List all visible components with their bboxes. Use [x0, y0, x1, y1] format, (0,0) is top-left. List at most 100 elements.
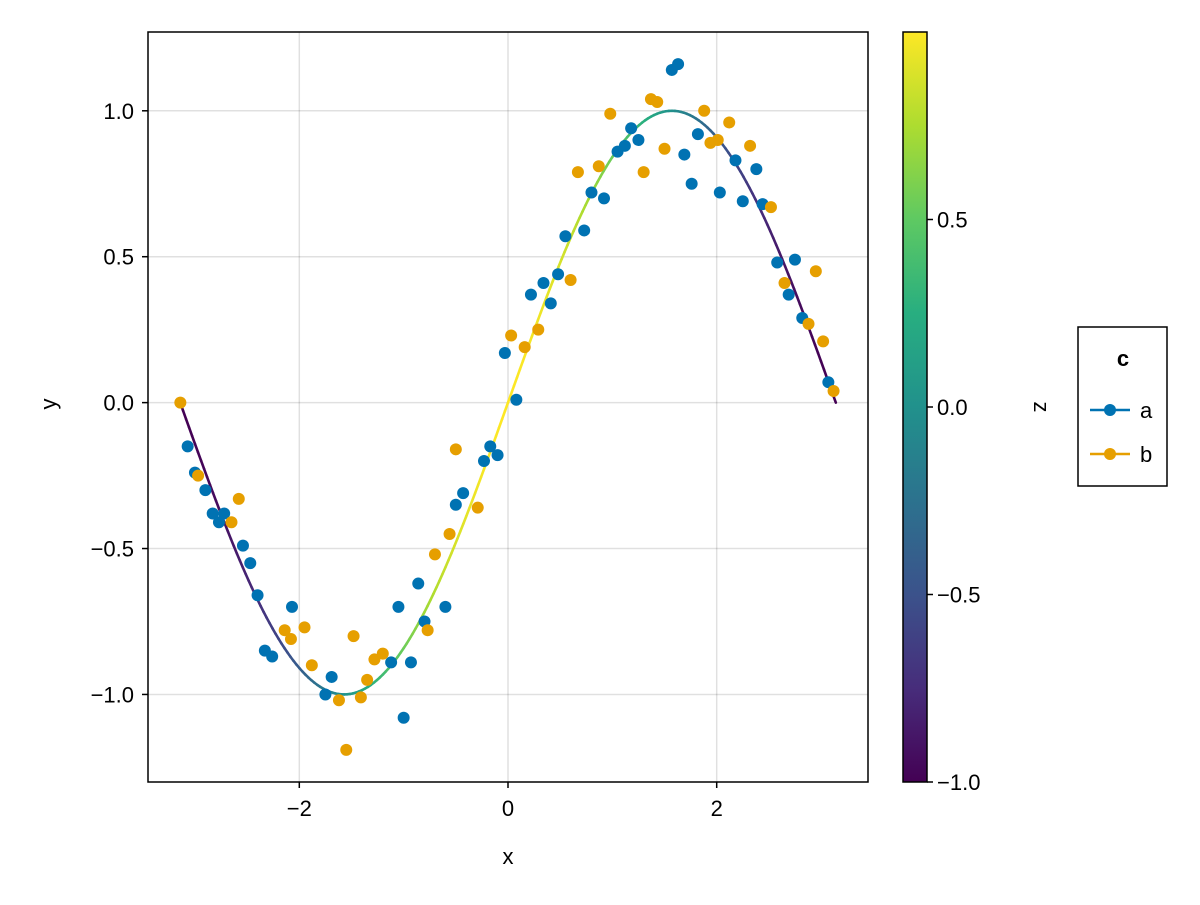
series-b-point [299, 621, 311, 633]
series-a-point [729, 154, 741, 166]
series-a-point [789, 254, 801, 266]
series-a-point [439, 601, 451, 613]
series-a-point [552, 268, 564, 280]
series-b-point [285, 633, 297, 645]
y-tick-label: 0.5 [103, 245, 134, 270]
series-b-point [225, 516, 237, 528]
series-a-point [692, 128, 704, 140]
y-tick-label: −1.0 [91, 682, 134, 707]
series-a-point [625, 122, 637, 134]
series-b-point [422, 624, 434, 636]
legend-b-label: b [1140, 442, 1152, 467]
grid [148, 32, 868, 782]
series-a-point [182, 440, 194, 452]
curve-segment [520, 361, 523, 369]
series-b-point [233, 493, 245, 505]
curve-segment [186, 419, 189, 427]
curve-segment [189, 428, 192, 436]
series-a-point [326, 671, 338, 683]
series-a-point [237, 540, 249, 552]
series-a-point [750, 163, 762, 175]
series-b-point [333, 694, 345, 706]
curve-segment [198, 452, 201, 460]
series-a-point [499, 347, 511, 359]
series-a-point [286, 601, 298, 613]
y-tick-label: 1.0 [103, 99, 134, 124]
series-b-point [192, 470, 204, 482]
y-tick-label: 0.0 [103, 391, 134, 416]
series-b-point [519, 341, 531, 353]
series-a-point [686, 178, 698, 190]
curve-segment [818, 353, 821, 361]
series-a-point [545, 297, 557, 309]
series-a-point [199, 484, 211, 496]
curve-segment [812, 337, 815, 345]
series-b-point [377, 648, 389, 660]
series-b-point [744, 140, 756, 152]
series-b-point [803, 318, 815, 330]
series-a-point [525, 289, 537, 301]
series-b-point [348, 630, 360, 642]
legend-a-label: a [1140, 398, 1153, 423]
series-a-point [585, 187, 597, 199]
series-b-point [355, 691, 367, 703]
series-a-point [405, 656, 417, 668]
series-a-point [737, 195, 749, 207]
legend-b-marker [1104, 448, 1116, 460]
series-b-point [306, 659, 318, 671]
series-a-point [559, 230, 571, 242]
series-b-point [505, 330, 517, 342]
series-a-point [783, 289, 795, 301]
series-a-point [619, 140, 631, 152]
curve-segment [514, 378, 517, 386]
colorbar-tick-label: 0.5 [937, 208, 968, 233]
curve-segment [815, 345, 818, 353]
curve-segment [523, 353, 526, 361]
series-b-point [712, 134, 724, 146]
series-a-point [457, 487, 469, 499]
series-a-point [385, 656, 397, 668]
curve-segment [517, 369, 520, 377]
series-a-point [392, 601, 404, 613]
series-b-point [429, 548, 441, 560]
series-a-point [412, 578, 424, 590]
legend: c a b [1078, 327, 1167, 486]
curve-segment [195, 444, 198, 452]
curve-segment [502, 411, 505, 419]
series-a-point [714, 187, 726, 199]
series-a-point [510, 394, 522, 406]
curve-segment [201, 461, 204, 469]
colorbar-tick-label: −0.5 [937, 583, 980, 608]
x-tick-label: 0 [502, 796, 514, 821]
series-a-point [266, 651, 278, 663]
series-b-point [638, 166, 650, 178]
series-a-point [450, 499, 462, 511]
y-tick-label: −0.5 [91, 537, 134, 562]
colorbar-tick-label: 0.0 [937, 395, 968, 420]
series-b-point [651, 96, 663, 108]
series-a-point [598, 192, 610, 204]
series-a-point [478, 455, 490, 467]
legend-a-marker [1104, 404, 1116, 416]
curve-segment [511, 386, 514, 394]
series-b-point [593, 160, 605, 172]
series-b-point [723, 116, 735, 128]
series-a-point [578, 224, 590, 236]
series-b-point [572, 166, 584, 178]
series-a-point [678, 149, 690, 161]
curve-segment [821, 361, 824, 369]
colorbar-ticks: −1.0−0.50.00.5 [927, 208, 980, 796]
series-a-point [771, 257, 783, 269]
series-b-point [361, 674, 373, 686]
series-b-point [532, 324, 544, 336]
x-axis-label: x [503, 844, 514, 869]
y-axis-label: y [36, 399, 61, 410]
series-b-point [472, 502, 484, 514]
series-a-point [319, 688, 331, 700]
curve-segment [183, 411, 186, 419]
x-tick-label: 2 [711, 796, 723, 821]
curve-segment [496, 428, 499, 436]
